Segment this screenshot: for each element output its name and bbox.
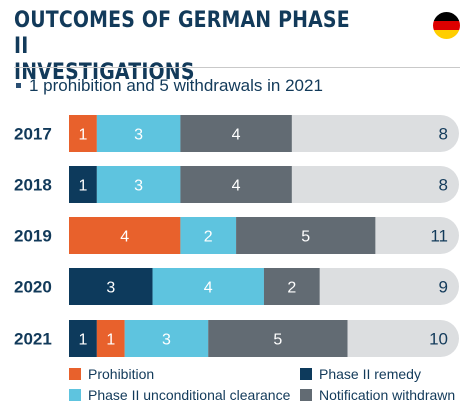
segment-value-label: 3 xyxy=(134,178,143,195)
segment-value-label: 5 xyxy=(273,332,282,349)
segment-value-label: 3 xyxy=(134,127,143,144)
chart-subtitle-text: 1 prohibition and 5 withdrawals in 2021 xyxy=(29,76,323,95)
segment-value-label: 2 xyxy=(287,280,296,297)
year-label: 2019 xyxy=(14,227,52,246)
segment-value-label: 4 xyxy=(232,178,241,195)
year-label: 2020 xyxy=(14,278,52,297)
segment-value-label: 5 xyxy=(301,229,310,246)
flag-stripe xyxy=(433,12,460,21)
german-flag-icon xyxy=(433,12,460,39)
year-label: 2018 xyxy=(14,176,52,195)
chart-subtitle: 1 prohibition and 5 withdrawals in 2021 xyxy=(14,76,323,96)
bar-segment-prohibition xyxy=(69,115,97,152)
segment-value-label: 4 xyxy=(204,280,213,297)
bar-segment-remedy xyxy=(69,166,97,203)
flag-stripe xyxy=(433,30,460,39)
bar-segment-withdrawn xyxy=(208,320,348,357)
bar-segment-withdrawn xyxy=(263,268,320,305)
segment-value-label: 1 xyxy=(78,332,87,349)
bar-segment-withdrawn xyxy=(236,217,376,254)
chart-title: OUTCOMES OF GERMAN PHASE II INVESTIGATIO… xyxy=(14,8,358,86)
bar-segment-unconditional xyxy=(152,268,264,305)
total-value-label: 8 xyxy=(439,176,448,195)
segment-value-label: 3 xyxy=(162,332,171,349)
year-label: 2017 xyxy=(14,125,52,144)
bar-segment-unconditional xyxy=(96,115,181,152)
chart-title-line2: INVESTIGATIONS xyxy=(14,60,195,85)
total-value-label: 11 xyxy=(430,227,448,246)
total-value-label: 10 xyxy=(429,330,448,349)
segment-value-label: 2 xyxy=(204,229,213,246)
flag-stripe xyxy=(433,21,460,30)
bar-segment-withdrawn xyxy=(180,166,292,203)
year-label: 2021 xyxy=(14,330,52,349)
bar-segment-prohibition xyxy=(69,217,181,254)
chart-title-line1: OUTCOMES OF GERMAN PHASE II xyxy=(14,8,350,59)
total-value-label: 8 xyxy=(439,125,448,144)
total-value-label: 9 xyxy=(439,278,448,297)
segment-value-label: 3 xyxy=(106,280,115,297)
bar-segment-prohibition xyxy=(96,320,125,357)
segment-value-label: 1 xyxy=(78,178,87,195)
bullet-icon xyxy=(16,82,21,88)
bar-segment-unconditional xyxy=(96,166,181,203)
segment-value-label: 1 xyxy=(106,332,115,349)
segment-value-label: 4 xyxy=(232,127,241,144)
bar-segment-unconditional xyxy=(180,217,237,254)
segment-value-label: 4 xyxy=(120,229,129,246)
segment-value-label: 1 xyxy=(78,127,87,144)
bar-segment-unconditional xyxy=(124,320,209,357)
bar-segment-remedy xyxy=(69,320,97,357)
title-divider xyxy=(14,67,460,68)
bar-segment-withdrawn xyxy=(180,115,292,152)
bar-segment-remedy xyxy=(69,268,153,305)
